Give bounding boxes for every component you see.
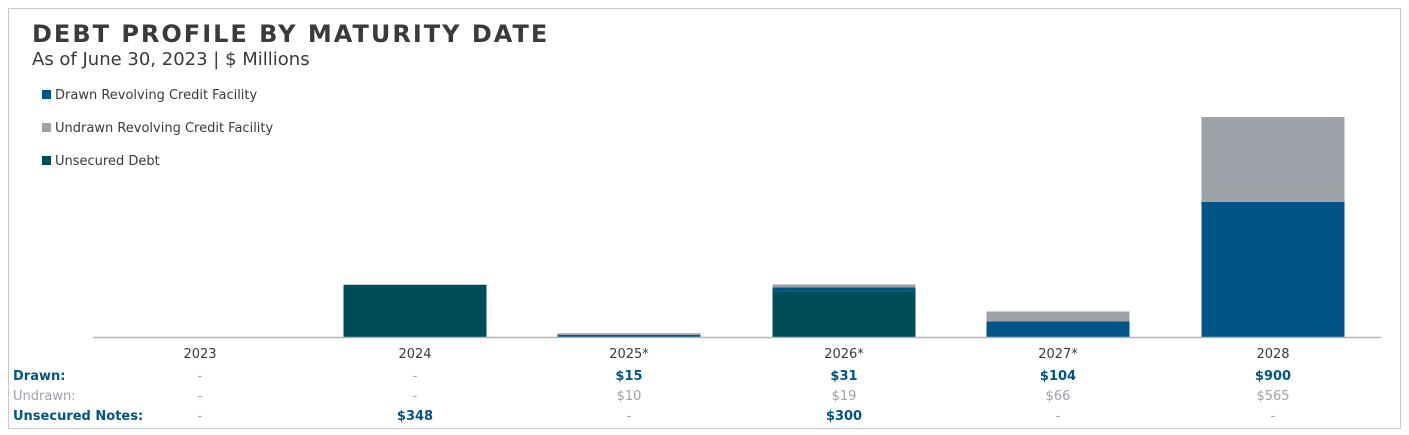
legend-item-drawn-revolving-credit-facility: Drawn Revolving Credit Facility — [42, 88, 257, 106]
table-row-label: Undrawn: — [13, 389, 76, 404]
bar-drawn-revolving-credit-facility-2025 — [557, 334, 701, 337]
bar-undrawn-revolving-credit-facility-2025 — [557, 333, 701, 335]
x-tick-label-2023: 2023 — [183, 347, 216, 362]
table-cell: $348 — [396, 409, 434, 424]
table-row-label: Unsecured Notes: — [13, 409, 144, 424]
legend-item-unsecured-debt: Unsecured Debt — [42, 154, 160, 172]
table-cell: - — [197, 389, 203, 404]
bar-unsecured-debt-2026 — [772, 291, 916, 337]
table-cell: - — [197, 409, 203, 424]
bar-drawn-revolving-credit-facility-2028 — [1201, 201, 1345, 337]
legend-item-undrawn-revolving-credit-facility: Undrawn Revolving Credit Facility — [42, 121, 273, 139]
legend-label: Drawn Revolving Credit Facility — [55, 88, 258, 103]
legend-swatch — [42, 156, 51, 165]
table-cell: $66 — [1045, 389, 1071, 404]
chart-title: DEBT PROFILE BY MATURITY DATE — [32, 20, 550, 48]
table-cell: $565 — [1256, 389, 1290, 404]
table-cell: $31 — [830, 369, 858, 384]
x-tick-label-2025: 2025* — [609, 347, 649, 362]
table-cell: - — [626, 409, 632, 424]
x-tick-label-2027: 2027* — [1038, 347, 1078, 362]
table-row-label: Drawn: — [13, 369, 66, 384]
table-cell: $19 — [831, 389, 857, 404]
chart-subtitle: As of June 30, 2023 | $ Millions — [32, 49, 310, 70]
chart-frame — [8, 8, 1401, 429]
legend-swatch — [42, 90, 51, 99]
table-cell: $104 — [1039, 369, 1077, 384]
table-cell: $10 — [616, 389, 642, 404]
table-cell: - — [412, 389, 418, 404]
bar-undrawn-revolving-credit-facility-2028 — [1201, 117, 1345, 202]
bar-drawn-revolving-credit-facility-2027 — [986, 321, 1130, 337]
table-cell: - — [1270, 409, 1276, 424]
bar-unsecured-debt-2024 — [343, 284, 487, 337]
bar-undrawn-revolving-credit-facility-2027 — [986, 311, 1130, 322]
table-cell: - — [412, 369, 418, 384]
x-tick-label-2028: 2028 — [1256, 347, 1289, 362]
x-tick-label-2024: 2024 — [398, 347, 431, 362]
bar-undrawn-revolving-credit-facility-2026 — [772, 284, 916, 288]
table-cell: - — [1055, 409, 1061, 424]
legend-swatch — [42, 123, 51, 132]
table-cell: $900 — [1254, 369, 1292, 384]
bar-drawn-revolving-credit-facility-2026 — [772, 287, 916, 292]
x-tick-label-2026: 2026* — [824, 347, 864, 362]
legend-label: Unsecured Debt — [55, 154, 160, 169]
table-cell: $300 — [825, 409, 863, 424]
legend-label: Undrawn Revolving Credit Facility — [55, 121, 274, 136]
table-cell: $15 — [615, 369, 643, 384]
table-cell: - — [197, 369, 203, 384]
